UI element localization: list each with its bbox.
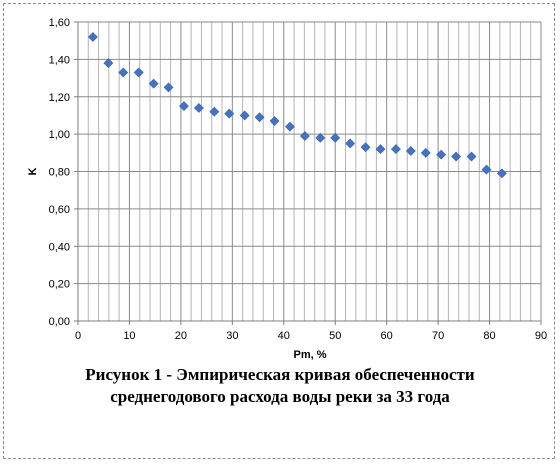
data-point [436, 149, 447, 160]
data-point [87, 32, 98, 42]
data-point [466, 151, 477, 162]
grid [77, 21, 542, 322]
data-point [133, 67, 144, 78]
x-tick-label: 30 [226, 330, 238, 342]
x-tick-label: 70 [432, 330, 444, 342]
y-tick-label: 0,60 [49, 204, 70, 216]
caption-line-2: среднегодового расхода воды реки за 33 г… [110, 387, 450, 406]
data-point [179, 101, 189, 112]
data-point [315, 132, 326, 143]
axes [74, 21, 542, 325]
y-tick-label: 1,40 [49, 54, 70, 66]
y-tick-label: 1,60 [49, 17, 70, 29]
x-tick-label: 40 [278, 330, 290, 342]
data-point [375, 144, 386, 154]
data-point [481, 164, 492, 175]
data-point [224, 108, 235, 119]
data-point [360, 142, 371, 153]
data-point [103, 58, 114, 69]
data-point [193, 103, 204, 113]
data-point [269, 116, 280, 126]
x-tick-label: 80 [483, 330, 495, 342]
y-axis-label: K [27, 167, 39, 175]
x-axis-label: Pm, % [293, 349, 326, 361]
data-point [163, 82, 174, 93]
y-tick-label: 1,20 [49, 92, 70, 104]
chart-frame [3, 3, 555, 459]
data-point [405, 146, 416, 156]
data-point [148, 78, 159, 89]
data-point [118, 67, 129, 78]
x-tick-label: 20 [175, 330, 187, 342]
data-point [391, 144, 401, 154]
data-point [420, 147, 431, 158]
data-point [496, 168, 507, 179]
data-point [254, 112, 265, 123]
y-tick-label: 0,80 [49, 167, 70, 179]
caption-line-1: Рисунок 1 - Эмпирическая кривая обеспече… [85, 365, 475, 384]
y-tick-label: 0,40 [49, 241, 70, 253]
y-tick-label: 0,20 [49, 279, 70, 291]
data-point [299, 131, 310, 141]
x-tick-label: 0 [75, 330, 81, 342]
figure-caption: Рисунок 1 - Эмпирическая кривая обеспече… [0, 364, 560, 408]
y-tick-label: 0,00 [49, 316, 70, 328]
data-point [451, 151, 462, 162]
data-point [285, 121, 295, 132]
data-point [209, 106, 220, 117]
data-point [330, 132, 341, 143]
tick-labels: 0,00 0,20 0,40 0,60 0,80 1,00 1,20 1,40 1,60 0 10 2… [49, 17, 548, 342]
x-tick-label: 60 [381, 330, 393, 342]
x-tick-label: 10 [123, 330, 135, 342]
data-points [87, 32, 507, 179]
y-tick-label: 1,00 [49, 129, 70, 141]
data-point [239, 110, 250, 121]
x-tick-label: 50 [329, 330, 341, 342]
data-point [345, 138, 356, 149]
x-tick-label: 90 [535, 330, 547, 342]
